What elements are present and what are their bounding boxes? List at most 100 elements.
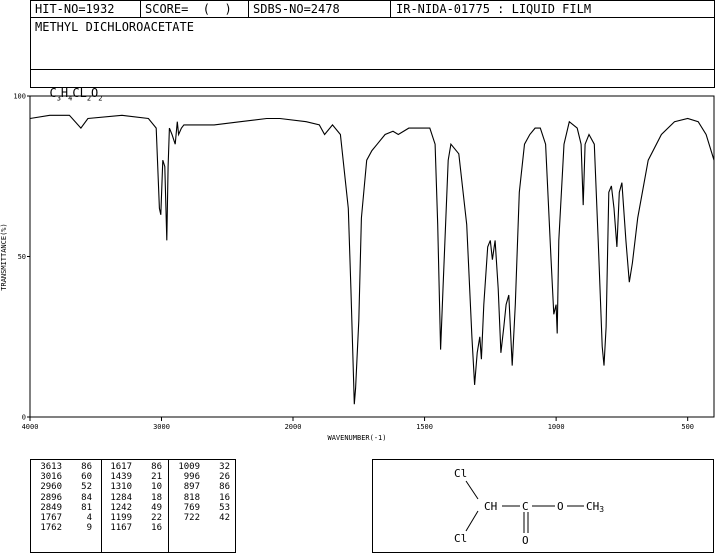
peak-transmittance: 81 bbox=[81, 502, 92, 513]
formula-row-border bbox=[30, 69, 715, 70]
sdbs-no: SDBS-NO=2478 bbox=[253, 2, 340, 16]
peak-table-col-2: 1617 86 1439 21 1310 10 1284 18 1242 49 1199 22 1167… bbox=[106, 462, 162, 533]
peak-transmittance: 52 bbox=[81, 482, 92, 493]
peak-wavenumber: 1284 bbox=[110, 492, 132, 503]
peak-row: 1310 10 bbox=[106, 482, 162, 492]
peak-row: 3613 86 bbox=[36, 462, 92, 472]
y-tick-label-0: 0 bbox=[22, 414, 26, 422]
peak-wavenumber: 1009 bbox=[178, 462, 200, 472]
formula-h: H bbox=[60, 86, 69, 100]
peak-transmittance: 21 bbox=[151, 472, 162, 483]
spectrum-series-line bbox=[29, 114, 715, 405]
peak-wavenumber: 818 bbox=[183, 492, 200, 503]
peak-row: 2896 84 bbox=[36, 493, 92, 503]
formula-o: O bbox=[91, 86, 99, 100]
peak-wavenumber: 722 bbox=[183, 513, 200, 524]
peak-wavenumber: 1242 bbox=[110, 502, 132, 513]
compound-name: METHYL DICHLOROACETATE bbox=[35, 20, 194, 34]
x-tick-label-1500: 1500 bbox=[416, 423, 433, 431]
peak-row: 996 26 bbox=[174, 472, 230, 482]
x-tick-label-500: 500 bbox=[681, 423, 694, 431]
peak-wavenumber: 996 bbox=[183, 472, 200, 483]
peak-transmittance: 49 bbox=[151, 502, 162, 513]
chemical-structure: Cl Cl CH C O CH3 O bbox=[454, 467, 604, 547]
divider-1 bbox=[140, 0, 141, 17]
peak-row: 897 86 bbox=[174, 482, 230, 492]
peak-row: 1242 49 bbox=[106, 503, 162, 513]
peak-table-col-1: 3613 86 3016 60 2960 52 2896 84 2849 81 1767 4 1762 9 bbox=[36, 462, 92, 533]
peak-transmittance: 9 bbox=[86, 523, 92, 534]
peak-row: 2849 81 bbox=[36, 503, 92, 513]
formula-o-count: 2 bbox=[98, 94, 103, 103]
x-tick-label-4000: 4000 bbox=[22, 423, 39, 431]
peak-row: 818 16 bbox=[174, 493, 230, 503]
peak-transmittance: 10 bbox=[151, 482, 162, 493]
peak-row: 1199 22 bbox=[106, 513, 162, 523]
plot-frame bbox=[29, 95, 715, 418]
structure-ch: CH bbox=[484, 500, 497, 513]
peak-transmittance: 16 bbox=[219, 492, 230, 503]
peak-transmittance: 16 bbox=[151, 523, 162, 534]
peak-row: 1767 4 bbox=[36, 513, 92, 523]
formula-cl-count: 2 bbox=[86, 94, 92, 103]
peak-row: 1617 86 bbox=[106, 462, 162, 472]
structure-cl-bottom: Cl bbox=[454, 532, 467, 545]
structure-o-ester: O bbox=[557, 500, 564, 513]
y-tick-label-100: 100 bbox=[13, 93, 26, 101]
bond-ch-cl-top bbox=[465, 480, 479, 500]
y-axis-label: TRANSMITTANCE(%) bbox=[0, 223, 8, 290]
peak-transmittance: 26 bbox=[219, 472, 230, 483]
peak-wavenumber: 1439 bbox=[110, 472, 132, 483]
peak-wavenumber: 1617 bbox=[110, 462, 132, 472]
x-axis-label: WAVENUMBER(-1) bbox=[327, 434, 386, 442]
peak-transmittance: 4 bbox=[86, 513, 92, 524]
peak-wavenumber: 1167 bbox=[110, 523, 132, 534]
peak-wavenumber: 1310 bbox=[110, 482, 132, 493]
formula-h-count: 4 bbox=[68, 94, 73, 103]
ir-spectrum-chart: 4000 3000 2000 1500 1000 500 0 50 100 WAVENUMBER… bbox=[0, 93, 715, 442]
x-tick-label-2000: 2000 bbox=[285, 423, 302, 431]
peak-transmittance: 60 bbox=[81, 472, 92, 483]
structure-o-carbonyl: O bbox=[522, 534, 529, 547]
peak-wavenumber: 3613 bbox=[40, 462, 62, 472]
peak-transmittance: 84 bbox=[81, 492, 92, 503]
peak-table-col-3: 1009 32 996 26 897 86 818 16 769 53 722 42 bbox=[174, 462, 230, 523]
peak-col-sep-2 bbox=[168, 459, 169, 552]
peak-wavenumber: 2849 bbox=[40, 502, 62, 513]
structure-cl-top: Cl bbox=[454, 467, 467, 480]
divider-3 bbox=[390, 0, 391, 17]
peak-row: 1762 9 bbox=[36, 523, 92, 533]
peak-transmittance: 22 bbox=[151, 513, 162, 524]
peak-row: 769 53 bbox=[174, 503, 230, 513]
bond-ch-cl-bottom bbox=[465, 510, 479, 532]
peak-transmittance: 18 bbox=[151, 492, 162, 503]
peak-wavenumber: 2960 bbox=[40, 482, 62, 493]
hit-no: HIT-NO=1932 bbox=[35, 2, 115, 16]
peak-row: 722 42 bbox=[174, 513, 230, 523]
peak-wavenumber: 769 bbox=[183, 502, 200, 513]
header-top-row bbox=[30, 0, 715, 18]
x-tick-label-3000: 3000 bbox=[153, 423, 170, 431]
peak-transmittance: 42 bbox=[219, 513, 230, 524]
peak-transmittance: 86 bbox=[219, 482, 230, 493]
peak-row: 1009 32 bbox=[174, 462, 230, 472]
y-tick-label-50: 50 bbox=[18, 253, 26, 261]
peak-transmittance: 86 bbox=[151, 462, 162, 472]
formula-c: C bbox=[49, 86, 57, 100]
structure-ch3: CH3 bbox=[586, 500, 604, 514]
peak-row: 1439 21 bbox=[106, 472, 162, 482]
x-tick-label-1000: 1000 bbox=[548, 423, 565, 431]
score: SCORE= ( ) bbox=[145, 2, 232, 16]
peak-transmittance: 86 bbox=[81, 462, 92, 472]
peak-wavenumber: 1762 bbox=[40, 523, 62, 534]
peak-wavenumber: 1767 bbox=[40, 513, 62, 524]
peak-wavenumber: 897 bbox=[183, 482, 200, 493]
peak-wavenumber: 3016 bbox=[40, 472, 62, 483]
peak-transmittance: 53 bbox=[219, 502, 230, 513]
structure-c: C bbox=[522, 500, 529, 513]
peak-row: 3016 60 bbox=[36, 472, 92, 482]
peak-row: 1167 16 bbox=[106, 523, 162, 533]
structure-ch3-text: CH bbox=[586, 500, 599, 513]
peak-row: 1284 18 bbox=[106, 493, 162, 503]
peak-wavenumber: 1199 bbox=[110, 513, 132, 524]
